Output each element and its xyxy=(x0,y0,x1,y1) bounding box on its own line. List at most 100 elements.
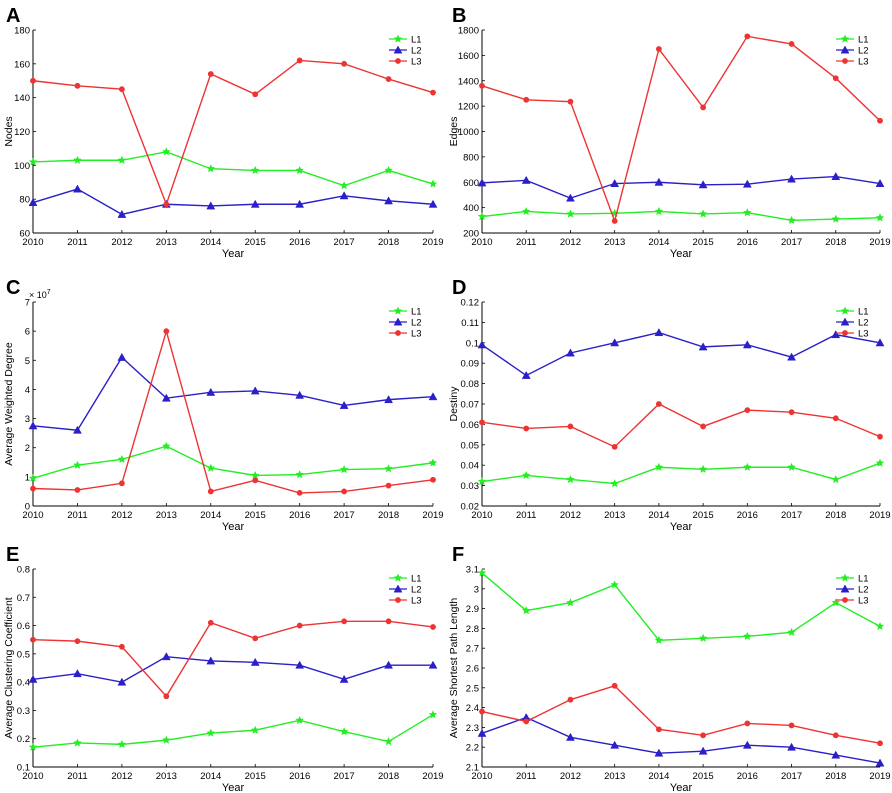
series-l3-line xyxy=(481,685,881,744)
series-l3-point-9 xyxy=(430,624,436,630)
series-l3-line xyxy=(481,35,881,224)
legend-entry: L3 xyxy=(858,57,869,68)
x-tick-label: 2017 xyxy=(334,510,355,521)
legend-point-2 xyxy=(395,330,401,336)
x-tick-label: 2019 xyxy=(422,510,443,521)
series-l1-point-4 xyxy=(654,635,664,644)
y-tick-label: 0.2 xyxy=(17,734,30,745)
series-l3-point-2 xyxy=(118,643,125,650)
series-l2 xyxy=(477,328,885,379)
x-tick-label: 2010 xyxy=(22,237,43,248)
series-l1-point-6 xyxy=(295,470,304,479)
legend-entry: L3 xyxy=(858,329,869,340)
series-l1-point-3 xyxy=(610,580,619,589)
y-tick-label: 1600 xyxy=(458,51,479,62)
series-l3-point-8 xyxy=(832,415,839,422)
series-l3-point-9 xyxy=(877,740,883,747)
y-tick-label: 0.02 xyxy=(461,502,480,513)
y-tick-label: 1800 xyxy=(458,26,479,37)
series-l1-point-5 xyxy=(698,209,708,218)
series-l2-point-2 xyxy=(117,677,127,686)
series-l2-point-4 xyxy=(654,177,664,186)
series-l2-point-8 xyxy=(831,750,841,759)
series-l3-point-9 xyxy=(877,117,883,124)
series-l1-point-5 xyxy=(250,470,260,480)
x-tick-label: 2012 xyxy=(111,771,132,782)
series-l3-point-9 xyxy=(430,89,436,96)
legend-point-2 xyxy=(395,58,401,64)
series-l3-point-5 xyxy=(252,477,259,484)
panel-letter: D xyxy=(452,277,466,299)
series-l1-point-2 xyxy=(117,155,127,164)
series-l3-point-3 xyxy=(611,218,618,224)
x-tick-label: 2017 xyxy=(781,771,802,782)
y-tick-label: 1200 xyxy=(458,102,479,113)
panel-letter: E xyxy=(6,544,19,566)
series-l3-point-5 xyxy=(252,635,259,642)
series-l1-point-1 xyxy=(521,470,531,480)
series-l2-point-5 xyxy=(250,386,260,395)
series-l3-point-0 xyxy=(479,708,485,715)
x-tick-label: 2014 xyxy=(648,510,669,521)
series-l2-point-7 xyxy=(787,742,796,751)
x-tick-label: 2010 xyxy=(471,510,492,521)
series-l2-point-5 xyxy=(698,342,708,351)
series-l2-point-3 xyxy=(161,393,171,402)
x-tick-label: 2013 xyxy=(156,237,177,248)
series-l2-point-3 xyxy=(610,740,620,749)
x-tick-label: 2012 xyxy=(560,771,581,782)
x-tick-label: 2018 xyxy=(378,237,399,248)
x-tick-label: 2010 xyxy=(22,510,43,521)
y-tick-label: 180 xyxy=(14,26,30,37)
x-tick-label: 2013 xyxy=(604,771,625,782)
x-tick-label: 2017 xyxy=(781,237,802,248)
series-l2-line xyxy=(481,716,881,764)
series-l3-point-6 xyxy=(296,57,303,64)
series-l2-point-6 xyxy=(295,660,305,669)
y-tick-label: 0.09 xyxy=(461,359,480,370)
series-l1-point-0 xyxy=(477,477,487,486)
series-l1-point-5 xyxy=(250,725,260,734)
series-l3-point-6 xyxy=(296,489,303,496)
series-l3-point-4 xyxy=(207,488,214,495)
legend-point-2 xyxy=(842,330,848,336)
panel-letter: F xyxy=(452,544,464,566)
legend-entry: L1 xyxy=(411,35,422,46)
series-l1-point-0 xyxy=(28,742,38,751)
y-tick-label: 200 xyxy=(463,229,479,240)
series-l2-point-6 xyxy=(742,740,752,749)
y-axis-exponent: × 107 xyxy=(29,289,51,300)
series-l1-point-0 xyxy=(28,473,38,482)
series-l2-point-4 xyxy=(206,656,216,665)
legend-point-1 xyxy=(393,317,403,326)
series-l1-point-9 xyxy=(875,621,885,631)
series-l3-point-6 xyxy=(744,33,751,40)
x-axis-label: Year xyxy=(222,521,245,533)
x-tick-label: 2011 xyxy=(516,771,536,782)
series-l2-point-6 xyxy=(742,179,752,188)
series-l3-line xyxy=(481,403,881,448)
series-l1-point-2 xyxy=(117,454,127,464)
series-l3-point-7 xyxy=(788,409,795,416)
series-l2-point-9 xyxy=(875,338,885,347)
x-tick-label: 2013 xyxy=(604,237,625,248)
panel-c: C 0 1 2 3 4 5 6 7 2010 2011 2012 2013 2014 2015 2016 201… xyxy=(3,277,444,533)
series-l3-line xyxy=(32,59,434,207)
series-l2-point-4 xyxy=(654,328,664,337)
x-axis-label: Year xyxy=(670,248,693,260)
series-l3-point-5 xyxy=(252,91,259,98)
series-l1-point-3 xyxy=(162,735,171,744)
series-l1-line xyxy=(32,151,434,187)
x-tick-label: 2013 xyxy=(156,771,177,782)
series-l3-point-7 xyxy=(788,722,795,729)
series-l1-point-1 xyxy=(521,606,531,615)
legend-point-1 xyxy=(840,584,850,593)
series-l2-point-0 xyxy=(28,421,38,430)
y-axis-label: Nodes xyxy=(3,116,15,146)
series-l2-point-8 xyxy=(831,330,841,339)
series-l3 xyxy=(479,682,883,747)
series-l2-point-7 xyxy=(339,674,349,683)
x-tick-label: 2016 xyxy=(737,510,758,521)
